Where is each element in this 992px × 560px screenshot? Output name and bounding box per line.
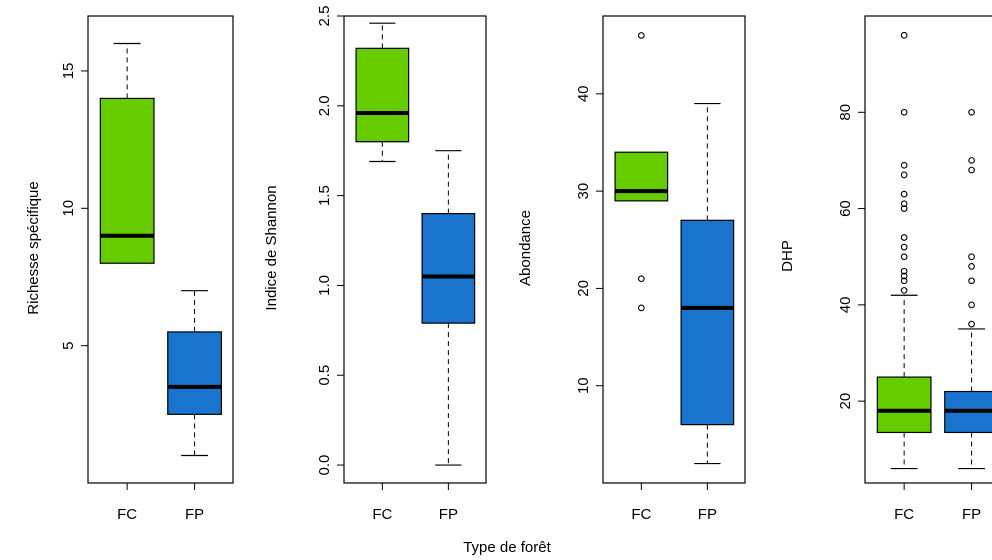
outlier-point (968, 108, 975, 116)
y-tick-label: 5 (60, 341, 77, 349)
outlier-point (637, 32, 645, 39)
y-tick-label: 40 (837, 297, 854, 314)
y-tick-label: 15 (60, 63, 77, 80)
boxplot-panel-3: 10 20 30 40 Abondance FC FP (517, 15, 746, 523)
box-fp (680, 219, 735, 426)
y-tick-label: 30 (575, 183, 592, 200)
outlier-point (900, 190, 908, 198)
y-tick-label: 20 (837, 393, 854, 410)
boxplot-panel-4: 20 40 60 80 DHP FC FP (779, 15, 992, 523)
y-tick-label: 1.5 (316, 185, 333, 206)
outlier-point (900, 234, 908, 241)
x-tick-label: FP (962, 506, 981, 523)
box-fc (99, 97, 155, 264)
x-tick-label: FP (698, 506, 717, 523)
x-tick-label: FC (894, 506, 914, 523)
box-fc (876, 376, 932, 434)
y-tick-label: 10 (575, 377, 592, 394)
x-tick-label: FC (631, 506, 651, 523)
outlier-point (900, 200, 908, 208)
outlier-point (900, 253, 908, 261)
x-tick-label: FC (372, 506, 392, 523)
plot-frame (864, 15, 992, 484)
outlier-point (900, 243, 908, 251)
outlier-point (968, 301, 975, 309)
x-tick-label: FP (185, 506, 204, 523)
y-tick-label: 2.0 (316, 95, 333, 116)
outlier-point (900, 171, 908, 179)
y-tick-label: 80 (837, 104, 854, 121)
y-axis-label: Indice de Shannon (263, 185, 280, 310)
outlier-point (637, 275, 645, 283)
outlier-point (900, 161, 908, 169)
outlier-point (900, 31, 908, 39)
plot-frame (343, 15, 487, 484)
y-tick-label: 10 (60, 200, 77, 217)
y-tick-label: 0.5 (316, 365, 333, 386)
y-tick-label: 2.5 (316, 6, 333, 27)
y-axis-label: Abondance (517, 210, 534, 286)
outlier-point (900, 267, 908, 275)
boxplot-panel-1: 5 10 15 Richesse spécifique FC FP (25, 15, 234, 523)
box-fp (421, 212, 476, 324)
x-tick-label: FP (439, 506, 458, 523)
y-tick-label: 1.0 (316, 275, 333, 296)
box-fc (614, 151, 669, 202)
outlier-point (900, 108, 908, 116)
outlier-point (968, 263, 975, 270)
outlier-point (900, 272, 908, 280)
x-tick-label: FC (117, 506, 137, 523)
x-axis-label: Type de forêt (463, 539, 551, 556)
y-axis-label: Richesse spécifique (25, 181, 42, 314)
boxplot-panel-2: 0.0 0.5 1.0 1.5 2.0 2.5 Indice de Shannon FC FP (263, 6, 487, 523)
y-tick-label: 40 (575, 85, 592, 102)
plot-frame (602, 15, 746, 484)
outlier-point (637, 304, 645, 312)
outlier-point (968, 157, 975, 164)
y-tick-label: 60 (837, 200, 854, 217)
outlier-point (968, 166, 975, 174)
outlier-point (900, 287, 908, 294)
plot-frame (87, 15, 234, 484)
box-fc (355, 47, 410, 143)
outlier-point (900, 277, 908, 285)
y-axis-label: DHP (779, 240, 796, 272)
y-tick-label: 20 (575, 280, 592, 297)
box-fp (167, 331, 223, 415)
outlier-point (968, 277, 975, 285)
outlier-point (900, 205, 908, 212)
y-tick-label: 0.0 (316, 455, 333, 476)
outlier-point (968, 320, 975, 328)
outlier-point (968, 253, 975, 261)
